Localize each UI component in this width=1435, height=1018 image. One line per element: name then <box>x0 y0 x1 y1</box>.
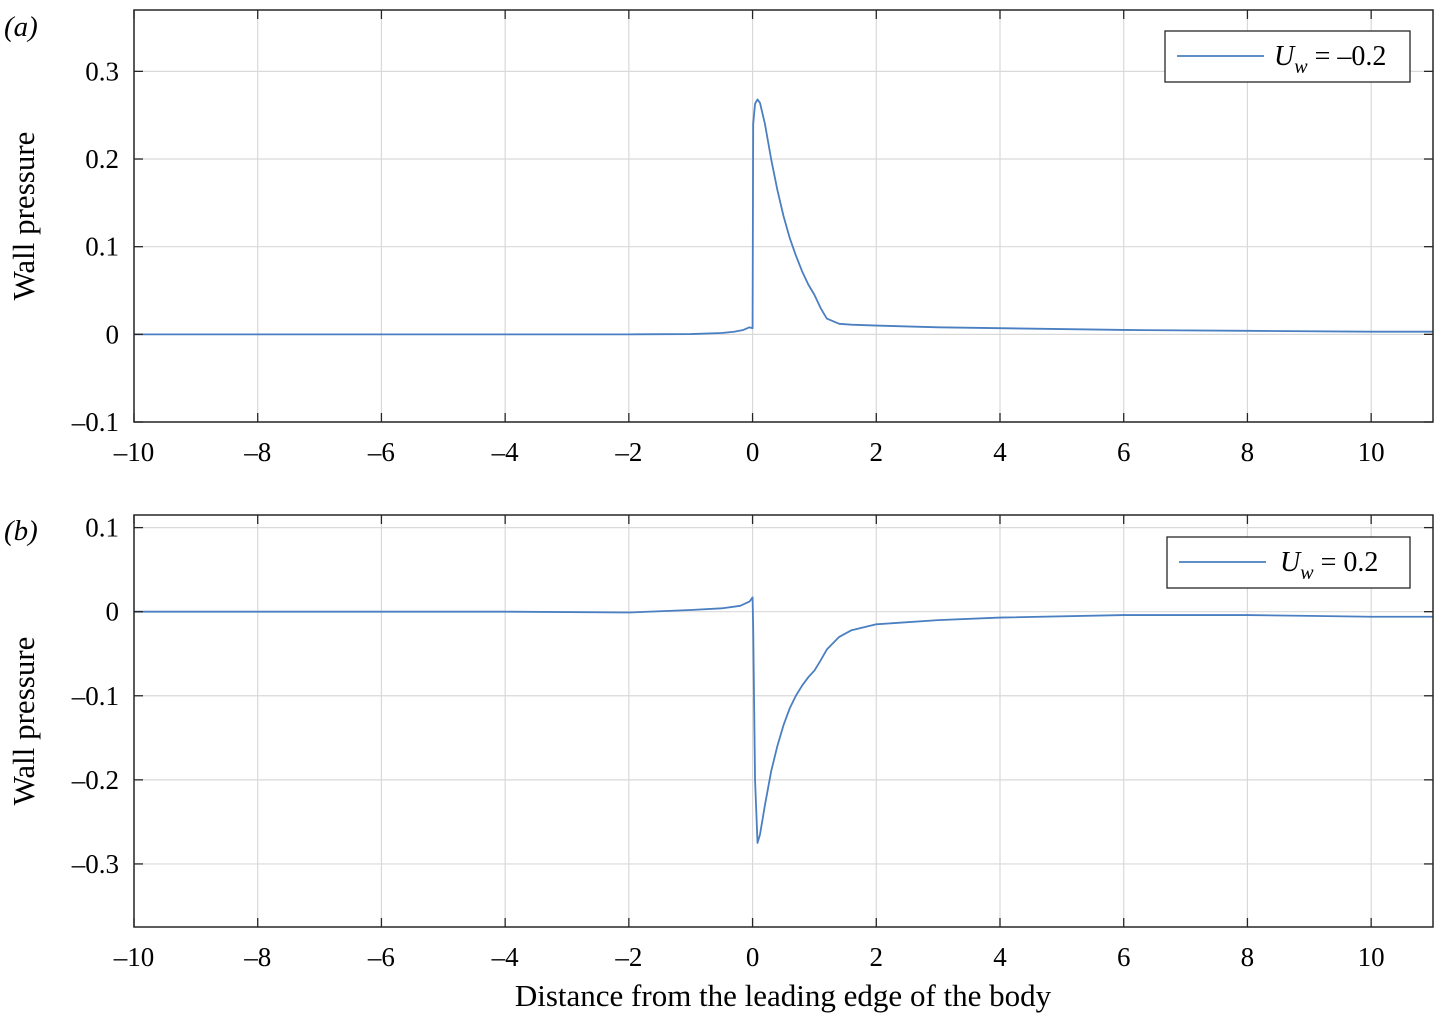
panel-b-legend-label: Uw = 0.2 <box>1280 547 1378 584</box>
panel-a-series <box>134 98 1433 336</box>
panel-b-xtick-label: 6 <box>1117 942 1131 972</box>
panel-b-legend-value: = 0.2 <box>1314 547 1379 578</box>
panel-a-xtick-label: 2 <box>870 437 884 467</box>
panel-a-legend-value: = –0.2 <box>1308 41 1387 72</box>
panel-b-legend-symbol: U <box>1280 547 1302 578</box>
panel-b-series-line <box>134 596 1433 844</box>
panel-a-tick-labels: –10 –8 –6 –4 –2 0 2 4 6 8 10 –0.1 0 0.1 0.2 0.3 <box>71 56 1385 467</box>
panel-a-xtick-label: –10 <box>113 437 155 467</box>
panel-a-ylabel: Wall pressure <box>6 132 41 301</box>
panel-b-ytick-label: 0.1 <box>85 513 119 543</box>
panel-a-xtick-label: 6 <box>1117 437 1131 467</box>
panel-b-xtick-label: –8 <box>243 942 271 972</box>
panel-b-tick-labels: –10 –8 –6 –4 –2 0 2 4 6 8 10 –0.3 –0.2 –0.1 0 0.1 <box>71 513 1385 972</box>
panel-a-legend: Uw = –0.2 <box>1164 30 1411 83</box>
panel-b-xtick-label: –2 <box>614 942 642 972</box>
panel-b-series <box>134 596 1433 844</box>
panel-a-ytick-label: 0.2 <box>85 144 119 174</box>
panel-a-label: (a) <box>4 11 38 43</box>
panel-a-legend-label: Uw = –0.2 <box>1274 41 1386 78</box>
panel-b-xtick-label: 2 <box>870 942 884 972</box>
panel-b-xtick-label: 8 <box>1241 942 1255 972</box>
panel-b-ytick-label: –0.3 <box>71 849 119 879</box>
panel-b-ytick-label: –0.2 <box>71 765 119 795</box>
panel-a-xtick-label: 10 <box>1358 437 1385 467</box>
x-axis-label: Distance from the leading edge of the bo… <box>515 978 1052 1013</box>
panel-b-label: (b) <box>4 515 38 547</box>
panel-b-legend-subscript: w <box>1300 562 1314 584</box>
panel-a-axes-box <box>133 9 1434 423</box>
panel-a-xtick-label: 0 <box>746 437 760 467</box>
panel-b-ylabel: Wall pressure <box>6 637 41 806</box>
panel-b-axes-box <box>133 514 1434 928</box>
panel-b-xtick-label: 0 <box>746 942 760 972</box>
panel-b-ytick-label: 0 <box>106 597 120 627</box>
panel-b-xtick-label: –4 <box>491 942 520 972</box>
panel-a-series-line <box>134 98 1433 336</box>
panel-b: –10 –8 –6 –4 –2 0 2 4 6 8 10 –0.3 –0.2 –0.1 0 0.1 (b) W… <box>4 513 1434 972</box>
panel-b-xtick-label: 10 <box>1358 942 1385 972</box>
panel-a-legend-subscript: w <box>1294 56 1308 78</box>
panel-b-legend: Uw = 0.2 <box>1166 536 1411 589</box>
panel-b-xtick-label: –6 <box>367 942 395 972</box>
panel-a-xtick-label: –8 <box>243 437 271 467</box>
panel-b-xtick-label: 4 <box>993 942 1007 972</box>
panel-a-xtick-label: –2 <box>614 437 642 467</box>
panel-b-ticks <box>133 515 1433 927</box>
panel-a-ytick-label: –0.1 <box>71 407 119 437</box>
panel-b-ytick-label: –0.1 <box>71 681 119 711</box>
panel-a-ticks <box>133 10 1433 423</box>
panel-a-ytick-label: 0 <box>106 319 120 349</box>
panel-a: –10 –8 –6 –4 –2 0 2 4 6 8 10 –0.1 0 0.1 0.2 0.3 (a) Wal… <box>4 9 1434 467</box>
panel-a-ytick-label: 0.3 <box>85 56 119 86</box>
panel-b-xtick-label: –10 <box>113 942 155 972</box>
panel-a-xtick-label: 8 <box>1241 437 1255 467</box>
panel-a-xtick-label: –4 <box>491 437 520 467</box>
panel-a-ytick-label: 0.1 <box>85 232 119 262</box>
panel-a-xtick-label: –6 <box>367 437 395 467</box>
panel-a-xtick-label: 4 <box>993 437 1007 467</box>
panel-a-legend-symbol: U <box>1274 41 1296 72</box>
